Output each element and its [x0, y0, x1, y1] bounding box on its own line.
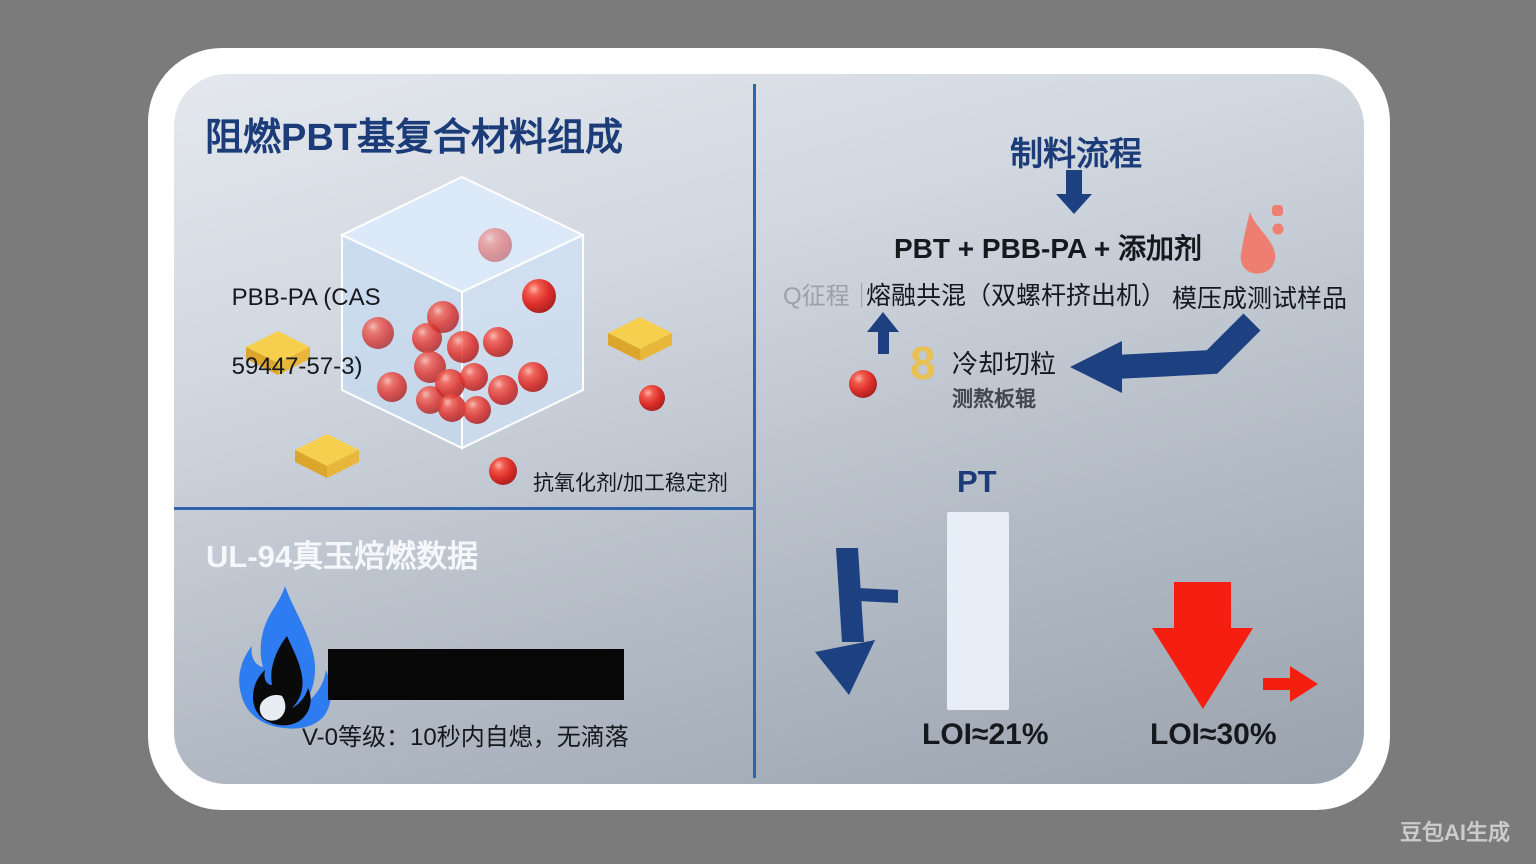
filler-label-line2: 59447-57-3): [231, 353, 363, 381]
ul94-rating-text: V-0等级：10秒内自熄，无滴落: [302, 724, 629, 751]
process-step-mold: 模压成测试样品: [1172, 285, 1348, 313]
loi-frpbt-value: LOI≈30%: [1150, 718, 1277, 751]
ul94-title: UL-94真玉焙燃数据: [206, 539, 479, 574]
horizontal-divider: [174, 507, 755, 510]
ai-watermark: 豆包AI生成: [1400, 820, 1511, 845]
composition-title: 阻燃PBT基复合材料组成: [205, 117, 624, 159]
process-title: 制料流程: [1010, 135, 1142, 172]
process-step-blend: 熔融共混（双螺杆挤出机）: [866, 282, 1167, 310]
process-step-pellet: 冷却切粒: [952, 349, 1057, 379]
additive-label: 抗氧化剂/加工稳定剂: [533, 472, 728, 495]
process-step-blend-prefix: Q征程｜: [783, 283, 874, 310]
vertical-divider: [753, 84, 756, 778]
process-step-pellet-sub: 测熬板辊: [952, 388, 1036, 411]
pellet-glyph-icon: 8: [910, 337, 936, 389]
ul94-specimen-bar: [328, 649, 624, 700]
filler-label-line1: PBB-PA (CAS: [231, 283, 381, 311]
process-step-mix: PBT + PBB-PA + 添加剂: [894, 233, 1203, 264]
loi-pt-value: LOI≈21%: [922, 718, 1049, 751]
pt-bar-label: PT: [957, 464, 997, 499]
pt-loi-bar: [947, 512, 1009, 710]
